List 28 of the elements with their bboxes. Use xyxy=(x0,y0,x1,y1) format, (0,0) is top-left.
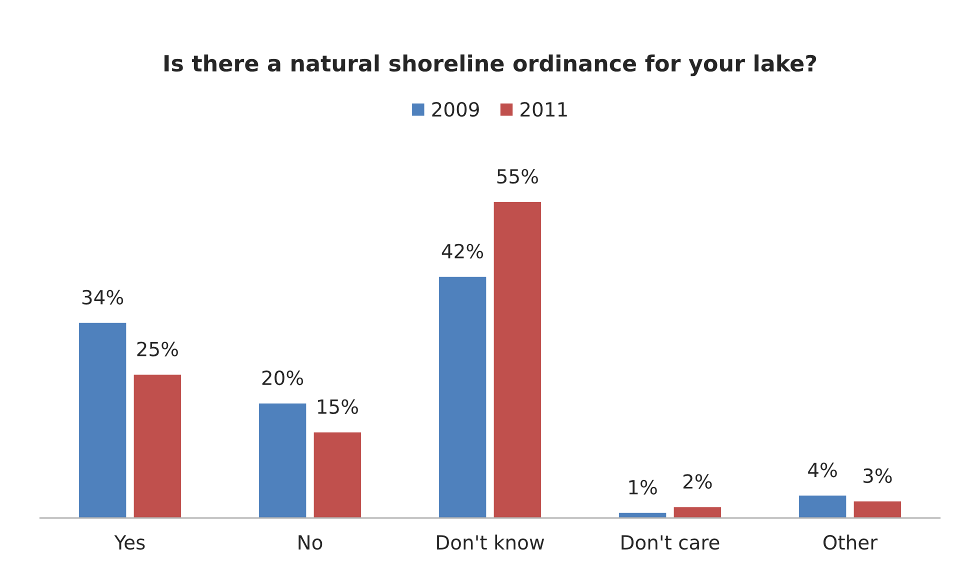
data-label: 4% xyxy=(808,462,837,478)
data-label: 34% xyxy=(82,290,124,305)
x-tick-label: Other xyxy=(823,534,878,550)
data-label: 2% xyxy=(683,474,712,489)
bar xyxy=(492,200,542,518)
bar xyxy=(798,494,848,518)
bar xyxy=(618,512,668,518)
data-label: 1% xyxy=(629,480,657,495)
x-tick-label: Don't care xyxy=(622,535,720,550)
data-label: 15% xyxy=(318,399,358,414)
data-label: 25% xyxy=(137,342,178,356)
bar xyxy=(132,373,182,518)
x-tick-label: Don't know xyxy=(437,534,544,550)
legend-label: 2009 xyxy=(432,102,479,117)
data-label: 3% xyxy=(864,468,892,484)
bar xyxy=(78,322,128,518)
data-label: 20% xyxy=(262,370,304,386)
data-label: 55% xyxy=(497,168,538,184)
x-tick-label: Yes xyxy=(114,535,145,550)
bar xyxy=(672,506,722,518)
legend-label: 2011 xyxy=(520,102,567,117)
bar xyxy=(438,275,488,518)
bar xyxy=(258,402,308,518)
bar xyxy=(852,500,902,518)
chart-title: Is there a natural shoreline ordinance for your lake? xyxy=(164,54,816,76)
bar xyxy=(312,430,362,518)
data-label: 42% xyxy=(442,244,484,259)
x-tick-label: No xyxy=(298,535,322,550)
